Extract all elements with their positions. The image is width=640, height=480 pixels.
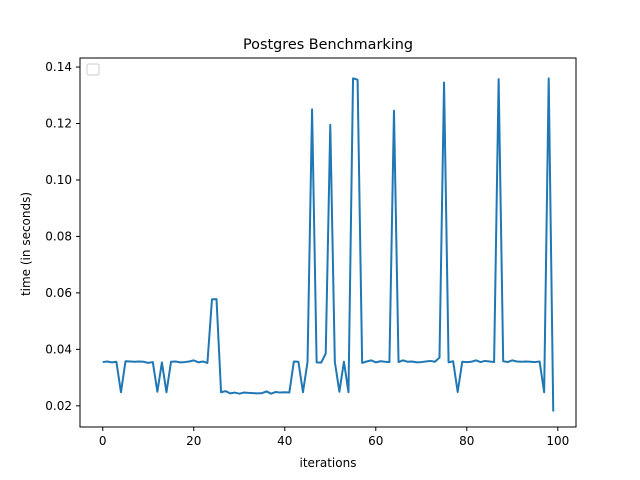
series-line-0 — [102, 77, 555, 412]
x-tick-label: 100 — [546, 434, 569, 448]
y-tick-label: 0.08 — [45, 229, 72, 243]
y-axis-ticks: 0.02 0.04 0.06 0.08 0.10 0.12 0.14 — [45, 60, 80, 413]
x-axis-label: iterations — [300, 456, 357, 470]
y-axis-label: time (in seconds) — [19, 192, 33, 296]
y-tick-label: 0.06 — [45, 286, 72, 300]
x-tick-label: 80 — [459, 434, 474, 448]
x-tick-label: 0 — [99, 434, 107, 448]
y-tick-label: 0.02 — [45, 399, 72, 413]
axes-frame — [79, 57, 577, 428]
y-tick-label: 0.10 — [45, 173, 72, 187]
plot-area — [102, 77, 555, 412]
chart-title: Postgres Benchmarking — [243, 37, 413, 53]
y-tick-label: 0.04 — [45, 342, 72, 356]
x-tick-label: 20 — [186, 434, 201, 448]
y-tick-label: 0.14 — [45, 60, 72, 74]
x-tick-label: 60 — [368, 434, 383, 448]
x-tick-label: 40 — [277, 434, 292, 448]
y-tick-label: 0.12 — [45, 116, 72, 130]
x-axis-ticks: 0 20 40 60 80 100 — [99, 427, 569, 448]
legend — [86, 63, 100, 76]
legend-box — [86, 63, 100, 76]
